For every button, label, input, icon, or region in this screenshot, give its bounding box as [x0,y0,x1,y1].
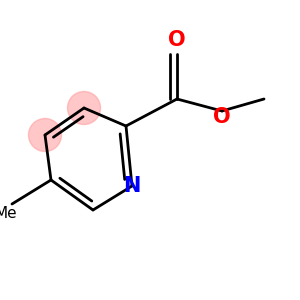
Text: O: O [213,107,231,127]
Text: Me: Me [0,206,17,220]
Circle shape [68,92,100,124]
Circle shape [28,118,61,152]
Text: O: O [168,31,186,50]
Text: N: N [123,176,141,196]
